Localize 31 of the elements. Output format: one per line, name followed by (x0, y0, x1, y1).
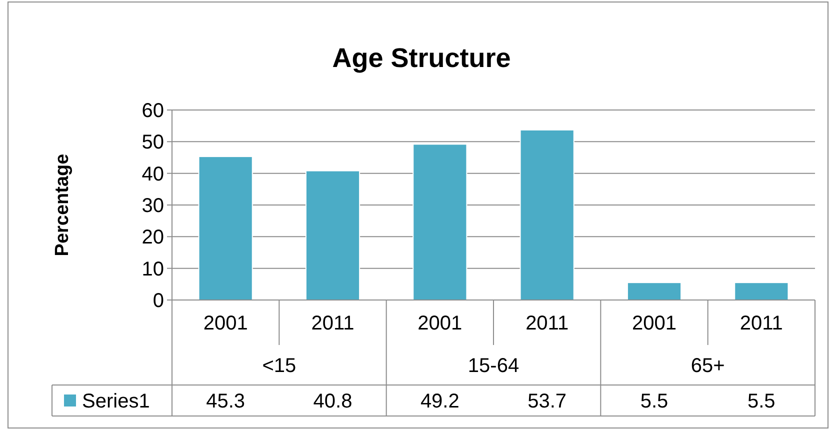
bar (626, 282, 682, 300)
x-tick-label: 2001 (632, 312, 676, 334)
data-label: 5.5 (748, 390, 776, 412)
text: 15-64 (468, 355, 520, 377)
y-axis-title: Percentage (52, 154, 73, 256)
data-label: 45.3 (206, 390, 246, 412)
data-label: 5.5 (640, 390, 668, 412)
bar (412, 144, 468, 300)
y-tick-label: 10 (142, 258, 164, 280)
x-tick-label: 2011 (740, 312, 783, 334)
bar (520, 129, 574, 300)
chart-title: Age Structure (332, 43, 511, 73)
y-tick-label: 20 (142, 226, 164, 249)
y-tick-label: 40 (142, 163, 164, 186)
x-tick-label: 2011 (311, 312, 354, 334)
x-tick-label: 2001 (418, 312, 462, 334)
data-label: 53.7 (528, 390, 567, 412)
y-tick-label: 0 (152, 290, 164, 312)
x-tick-label: 2011 (526, 312, 569, 334)
data-label: 49.2 (420, 390, 460, 412)
legend-label: Series1 (82, 390, 150, 412)
y-tick-label: 50 (142, 132, 164, 154)
bar (734, 282, 789, 300)
y-tick-label: 30 (142, 195, 164, 217)
text: 65+ (690, 355, 725, 377)
y-tick-label: 60 (142, 100, 164, 122)
data-label: 40.8 (313, 390, 352, 412)
bar (305, 170, 360, 300)
x-tick-label: 2001 (203, 312, 248, 334)
bar (198, 156, 253, 300)
text: <15 (262, 355, 296, 377)
